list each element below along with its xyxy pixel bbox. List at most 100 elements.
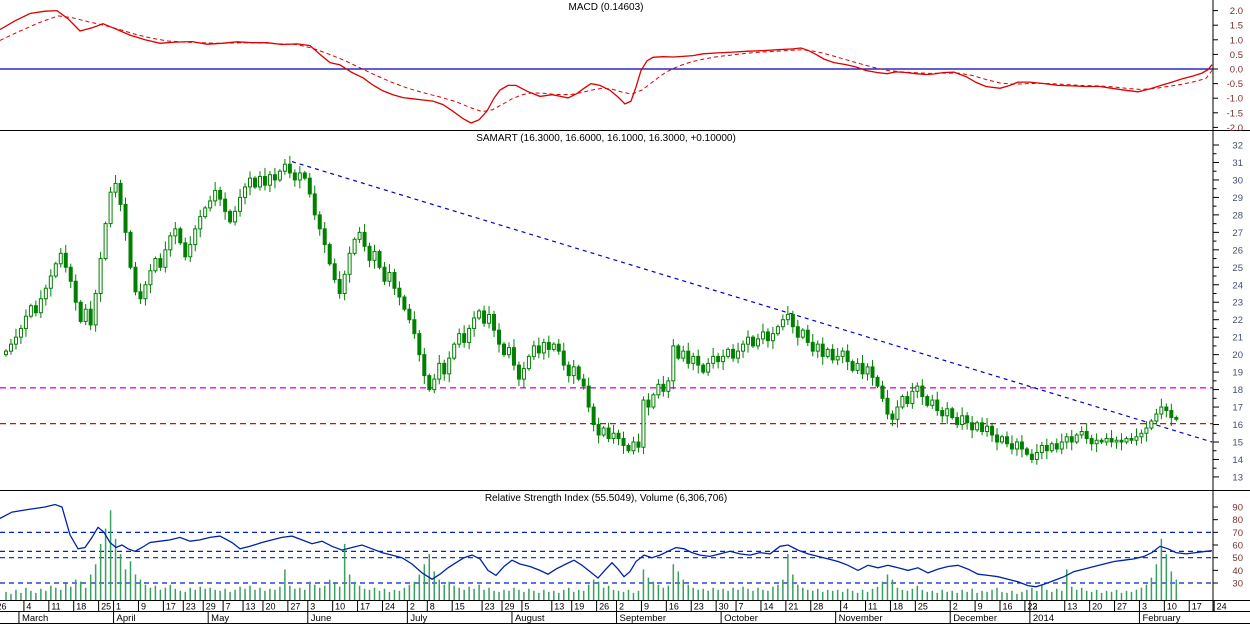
svg-text:14: 14 [1232, 455, 1243, 466]
svg-text:17: 17 [1232, 403, 1243, 414]
svg-text:11: 11 [868, 602, 877, 612]
svg-text:28: 28 [1232, 210, 1243, 221]
svg-text:8: 8 [430, 602, 435, 612]
svg-text:-1.0: -1.0 [1227, 94, 1243, 105]
svg-text:27: 27 [1232, 228, 1243, 239]
svg-text:27: 27 [1117, 602, 1127, 612]
svg-text:21: 21 [1232, 333, 1243, 344]
svg-text:0.5: 0.5 [1230, 50, 1243, 61]
svg-text:25: 25 [918, 602, 928, 612]
svg-text:0.0: 0.0 [1230, 65, 1243, 76]
macd-panel [0, 9, 1213, 124]
svg-text:5: 5 [524, 602, 529, 612]
svg-text:13: 13 [554, 602, 564, 612]
svg-text:19: 19 [574, 602, 584, 612]
svg-text:26: 26 [599, 602, 609, 612]
svg-text:30: 30 [1232, 579, 1243, 590]
svg-text:30: 30 [1232, 175, 1243, 186]
svg-text:18: 18 [893, 602, 903, 612]
svg-text:23: 23 [186, 602, 196, 612]
macd-signal-line [0, 15, 1213, 113]
svg-text:23: 23 [1232, 298, 1243, 309]
svg-text:26: 26 [1232, 245, 1243, 256]
svg-text:23: 23 [485, 602, 495, 612]
svg-text:60: 60 [1232, 541, 1243, 552]
svg-text:7: 7 [739, 602, 744, 612]
svg-text:15: 15 [1232, 437, 1243, 448]
svg-text:13: 13 [1232, 472, 1243, 483]
svg-text:4: 4 [26, 602, 31, 612]
volume-bars [5, 510, 1178, 600]
svg-text:3: 3 [1142, 602, 1147, 612]
svg-text:25: 25 [1232, 263, 1243, 274]
svg-text:August: August [515, 613, 545, 624]
svg-text:1.0: 1.0 [1230, 35, 1243, 46]
svg-text:20: 20 [1232, 350, 1243, 361]
svg-text:80: 80 [1232, 515, 1243, 526]
svg-text:3: 3 [310, 602, 315, 612]
svg-text:7: 7 [226, 602, 231, 612]
svg-text:21: 21 [788, 602, 798, 612]
svg-text:90: 90 [1232, 503, 1243, 514]
svg-text:March: March [22, 613, 48, 624]
svg-text:2014: 2014 [1033, 613, 1054, 624]
svg-text:2: 2 [1032, 602, 1037, 612]
price-panel-title: SAMART (16.3000, 16.6000, 16.1000, 16.30… [476, 133, 736, 144]
svg-text:June: June [311, 613, 332, 624]
svg-text:11: 11 [51, 602, 60, 612]
svg-text:9: 9 [644, 602, 649, 612]
macd-panel-title: MACD (0.14603) [568, 2, 644, 13]
svg-text:October: October [724, 613, 758, 624]
svg-text:24: 24 [1232, 280, 1243, 291]
svg-text:23: 23 [694, 602, 704, 612]
svg-text:16: 16 [1003, 602, 1013, 612]
svg-text:2: 2 [953, 602, 958, 612]
price-levels [0, 387, 1213, 425]
svg-text:-0.5: -0.5 [1227, 79, 1243, 90]
svg-text:32: 32 [1232, 141, 1243, 152]
svg-text:December: December [953, 613, 997, 624]
svg-text:18: 18 [76, 602, 86, 612]
svg-text:April: April [117, 613, 136, 624]
svg-text:14: 14 [763, 602, 773, 612]
price-axis: 32 31 30 29 28 27 26 25 24 23 22 21 20 19 18 17 16 15 14 13 [1212, 131, 1243, 490]
svg-text:18: 18 [1232, 385, 1243, 396]
svg-text:10: 10 [1167, 602, 1177, 612]
svg-text:20: 20 [265, 602, 275, 612]
svg-text:2.0: 2.0 [1230, 6, 1243, 17]
svg-text:4: 4 [843, 602, 848, 612]
macd-line [0, 9, 1213, 124]
svg-text:-1.5: -1.5 [1227, 108, 1243, 119]
svg-text:24: 24 [385, 602, 395, 612]
svg-text:17: 17 [360, 602, 370, 612]
rsi-panel-title: Relative Strength Index (55.5049), Volum… [484, 493, 728, 504]
svg-text:13: 13 [246, 602, 256, 612]
svg-text:40: 40 [1232, 566, 1243, 577]
svg-text:February: February [1142, 613, 1180, 624]
date-axis-months: March April May June July August September Octo… [18, 611, 1181, 624]
svg-text:13: 13 [1067, 602, 1077, 612]
svg-text:May: May [211, 613, 229, 624]
panel-frames [0, 130, 1250, 624]
svg-text:28: 28 [813, 602, 823, 612]
macd-axis: 2.0 1.5 1.0 0.5 0.0 -0.5 -1.0 -1.5 -2.0 [1212, 0, 1243, 134]
svg-text:-2.0: -2.0 [1227, 123, 1243, 134]
svg-text:25: 25 [101, 602, 111, 612]
svg-text:9: 9 [141, 602, 146, 612]
svg-text:1: 1 [116, 602, 121, 612]
svg-text:2: 2 [619, 602, 624, 612]
trend-line [291, 161, 1213, 443]
svg-text:17: 17 [166, 602, 176, 612]
svg-text:22: 22 [1232, 315, 1243, 326]
svg-text:19: 19 [1232, 368, 1243, 379]
svg-text:20: 20 [1092, 602, 1102, 612]
date-axis-days: 2641118251917232971320273101724281523295… [0, 600, 1227, 612]
svg-text:31: 31 [1232, 158, 1243, 169]
rsi-levels [0, 531, 1213, 584]
svg-text:23: 23 [1027, 602, 1037, 612]
svg-text:70: 70 [1232, 528, 1243, 539]
svg-text:29: 29 [206, 602, 216, 612]
svg-text:27: 27 [290, 602, 300, 612]
